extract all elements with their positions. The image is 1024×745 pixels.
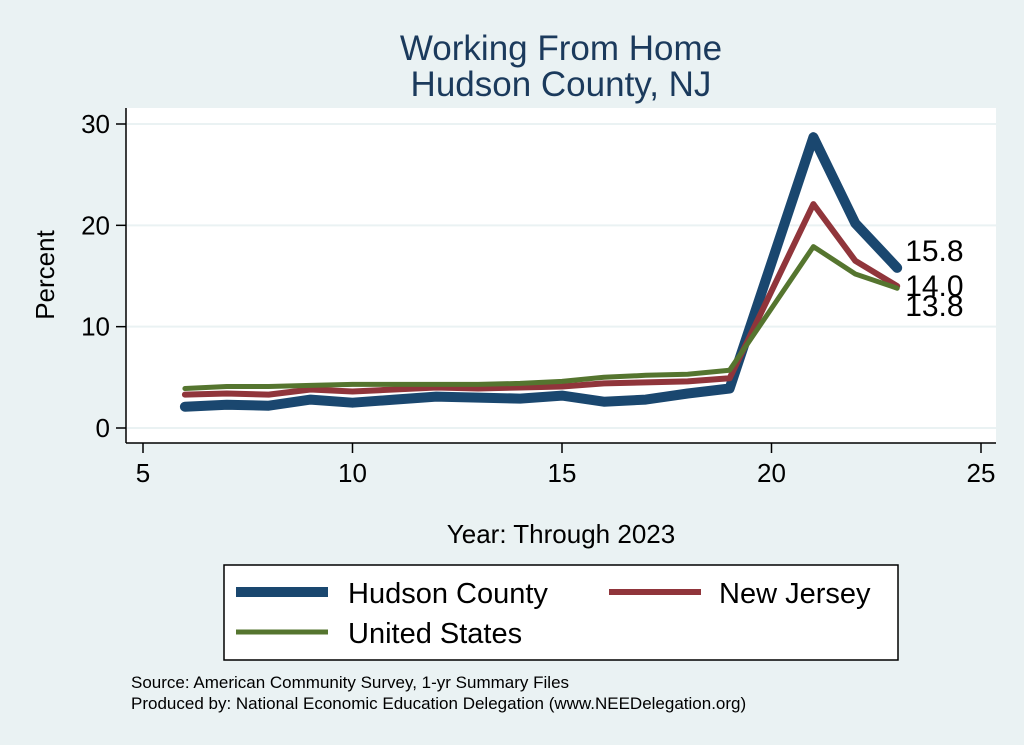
x-tick-label-10: 10: [338, 458, 367, 488]
x-tick-label-15: 15: [548, 458, 577, 488]
x-axis-ticks: 5 10 15 20 25: [136, 443, 996, 488]
series-line-hudson-county: [179, 132, 903, 412]
series-line-united-states: [182, 244, 900, 391]
y-tick-label-20: 20: [81, 210, 110, 240]
legend-label-new-jersey: New Jersey: [719, 578, 871, 610]
chart-subtitle: Hudson County, NJ: [411, 65, 712, 104]
source-note: Source: American Community Survey, 1-yr …: [131, 673, 569, 692]
legend: Hudson County New Jersey United States: [236, 578, 871, 650]
x-axis-title: Year: Through 2023: [447, 519, 675, 549]
legend-label-united-states: United States: [348, 618, 522, 650]
end-label-new-jersey: 14.0: [905, 270, 963, 303]
legend-box: [223, 564, 899, 661]
y-tick-label-0: 0: [96, 413, 110, 443]
series-line-new-jersey: [181, 201, 901, 398]
y-axis-title: Percent: [30, 229, 60, 319]
legend-label-hudson-county: Hudson County: [348, 578, 548, 610]
y-tick-label-30: 30: [81, 109, 110, 139]
chart-title: Working From Home: [400, 29, 722, 68]
y-axis-ticks: 0 10 20 30: [81, 109, 126, 443]
producer-note: Produced by: National Economic Education…: [131, 694, 746, 713]
x-tick-label-5: 5: [136, 458, 150, 488]
end-label-hudson-county: 15.8: [905, 235, 963, 268]
x-tick-label-20: 20: [757, 458, 786, 488]
y-tick-label-10: 10: [81, 312, 110, 342]
end-labels: 15.814.013.8: [905, 235, 963, 323]
end-label-united-states: 13.8: [905, 290, 963, 323]
x-tick-label-25: 25: [967, 458, 996, 488]
series-lines: [179, 132, 903, 412]
